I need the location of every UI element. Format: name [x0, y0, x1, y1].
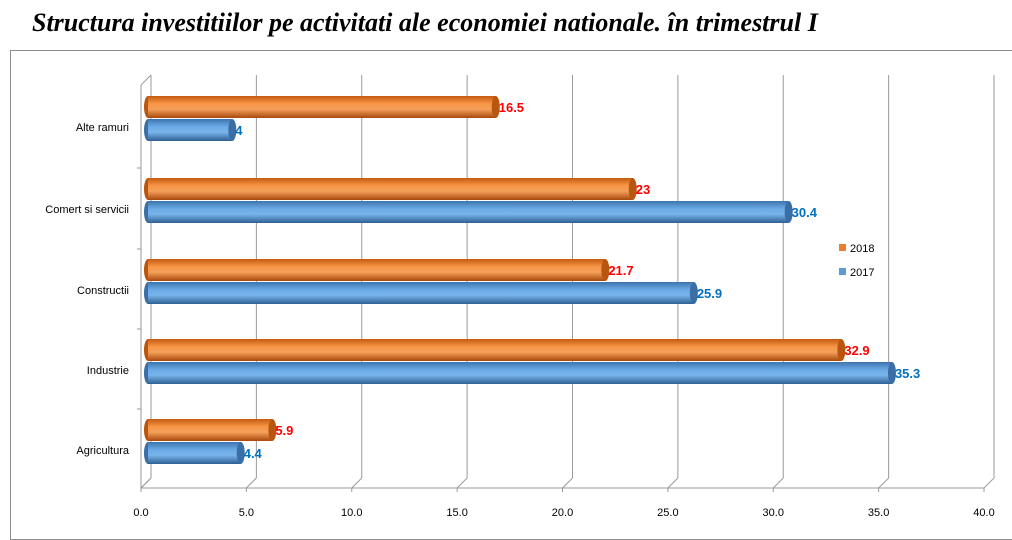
floor-gridline — [351, 477, 363, 489]
x-tick-label: 5.0 — [239, 507, 254, 519]
floor-gridline — [140, 477, 152, 489]
data-label-2017: 25.9 — [697, 286, 722, 301]
bar-2018 — [148, 339, 842, 361]
category-label: Industrie — [87, 365, 129, 377]
floor-gridline — [456, 477, 468, 489]
floor-gridline — [562, 477, 573, 489]
x-tick-label: 30.0 — [763, 507, 784, 519]
data-label-2018: 16.5 — [499, 100, 524, 115]
bar-2018 — [148, 96, 496, 118]
data-label-2017: 30.4 — [792, 205, 818, 220]
floor-gridline — [878, 477, 889, 489]
category-label: Agricultura — [76, 445, 129, 457]
floor-gridline — [667, 477, 679, 489]
bar-2017 — [148, 119, 233, 141]
x-tick-label: 0.0 — [133, 507, 148, 519]
bar-2017 — [148, 442, 241, 464]
data-label-2017: 35.3 — [895, 366, 920, 381]
x-tick-label: 40.0 — [973, 507, 994, 519]
bar-2017-end-cap — [784, 201, 793, 223]
wall-edge — [140, 74, 152, 86]
x-tick-label: 20.0 — [552, 507, 573, 519]
floor-gridline — [983, 477, 995, 489]
bar-2018-end-cap — [628, 178, 637, 200]
floor-gridline — [246, 477, 257, 489]
bar-2018-end-cap — [491, 96, 500, 118]
floor-gridline — [772, 477, 784, 489]
bar-2017-end-cap — [689, 282, 698, 304]
legend-label-2018: 2018 — [850, 243, 874, 255]
bar-2017-end-cap — [887, 362, 896, 384]
data-label-2018: 5.9 — [275, 423, 293, 438]
data-label-2018: 23 — [636, 182, 650, 197]
legend-label-2017: 2017 — [850, 267, 874, 279]
x-tick-label: 25.0 — [657, 507, 678, 519]
data-label-2018: 21.7 — [608, 263, 633, 278]
x-tick-label: 10.0 — [341, 507, 362, 519]
legend: 2018 2017 — [839, 243, 874, 279]
bar-2018-end-cap — [601, 259, 610, 281]
bar-2017 — [148, 201, 789, 223]
x-tick-label: 35.0 — [868, 507, 889, 519]
legend-swatch-2017 — [839, 268, 846, 275]
bar-2017 — [148, 282, 694, 304]
legend-swatch-2018 — [839, 244, 846, 251]
data-label-2018: 32.9 — [844, 343, 869, 358]
bar-2018 — [148, 178, 633, 200]
category-label: Constructii — [77, 285, 129, 297]
category-label: Alte ramuri — [76, 122, 129, 134]
chart-title: Structura investitiilor pe activitati al… — [32, 8, 818, 37]
x-tick-label: 15.0 — [446, 507, 467, 519]
data-label-2017: 4 — [235, 123, 243, 138]
bar-2017-end-cap — [236, 442, 245, 464]
category-label: Comert si servicii — [45, 204, 129, 216]
bar-2018-end-cap — [837, 339, 846, 361]
bar-2018-end-cap — [268, 419, 277, 441]
bar-2018 — [148, 259, 606, 281]
data-label-2017: 4.4 — [244, 446, 263, 461]
bar-2017 — [148, 362, 892, 384]
bar-2017-end-cap — [228, 119, 237, 141]
bar-2018 — [148, 419, 273, 441]
